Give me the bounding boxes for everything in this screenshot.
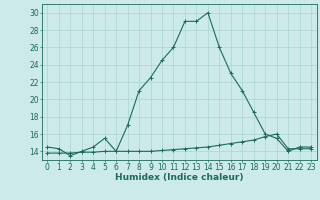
X-axis label: Humidex (Indice chaleur): Humidex (Indice chaleur) [115,173,244,182]
